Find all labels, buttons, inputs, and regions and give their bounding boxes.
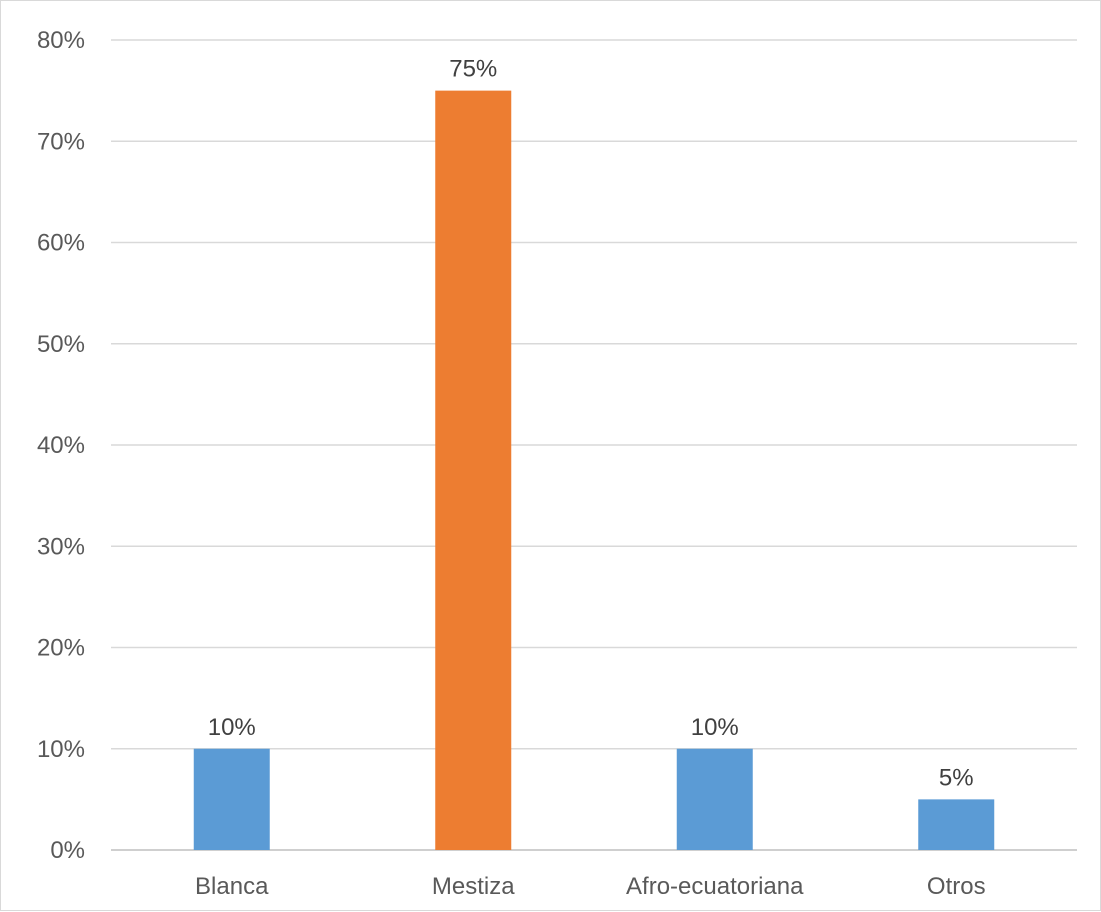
- y-tick-label: 60%: [37, 230, 85, 257]
- data-label: 75%: [449, 56, 497, 83]
- y-tick-label: 10%: [37, 736, 85, 763]
- bar-blanca: [193, 748, 270, 850]
- bar-otros: [918, 799, 995, 850]
- y-tick-label: 80%: [37, 27, 85, 54]
- y-tick-label: 0%: [50, 837, 85, 864]
- y-tick-label: 50%: [37, 331, 85, 358]
- x-tick-label: Afro-ecuatoriana: [626, 873, 804, 900]
- y-tick-label: 70%: [37, 128, 85, 155]
- x-tick-label: Blanca: [195, 873, 269, 900]
- bar-mestiza: [435, 90, 512, 850]
- x-tick-label: Mestiza: [432, 873, 515, 900]
- y-axis-tick-labels: 0% 10% 20% 30% 40% 50% 60% 70% 80%: [37, 27, 85, 864]
- x-tick-label: Otros: [927, 873, 986, 900]
- data-label: 10%: [208, 714, 256, 741]
- y-tick-label: 40%: [37, 432, 85, 459]
- gridlines: [111, 39, 1077, 851]
- x-axis-tick-labels: Blanca Mestiza Afro-ecuatoriana Otros: [195, 873, 986, 900]
- y-tick-label: 20%: [37, 635, 85, 662]
- data-label: 5%: [939, 764, 974, 791]
- data-labels: 10% 75% 10% 5%: [208, 56, 974, 792]
- y-tick-label: 30%: [37, 533, 85, 560]
- bar-afro-ecuatoriana: [676, 748, 753, 850]
- data-label: 10%: [691, 714, 739, 741]
- bars: [193, 90, 995, 850]
